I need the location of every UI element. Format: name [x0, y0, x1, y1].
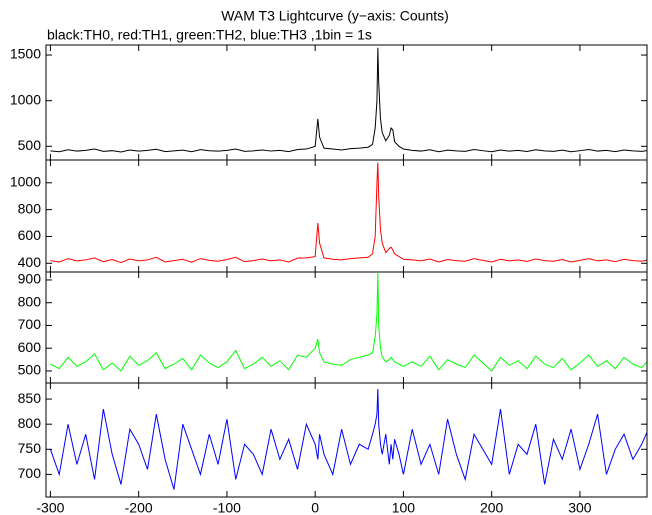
y-tick-label: 1000 [10, 91, 41, 107]
y-tick-label: 850 [18, 390, 42, 406]
panel-frame [45, 44, 648, 161]
y-tick-label: 900 [18, 271, 42, 287]
x-tick-label: 100 [392, 500, 416, 515]
y-tick-label: 600 [18, 339, 42, 355]
line-series [49, 389, 647, 490]
panel-frame [45, 382, 648, 498]
line-series [50, 273, 647, 372]
y-tick-label: 600 [18, 227, 42, 243]
y-tick-label: 800 [18, 293, 42, 309]
y-tick-label: 750 [18, 440, 42, 456]
panel-frame [45, 271, 648, 384]
y-tick-label: 800 [18, 415, 42, 431]
x-tick-label: 0 [311, 500, 319, 515]
line-series [50, 162, 647, 264]
y-tick-label: 700 [18, 316, 42, 332]
line-series [50, 47, 647, 153]
y-tick-label: 700 [18, 465, 42, 481]
chart-subtitle: black:TH0, red:TH1, green:TH2, blue:TH3 … [47, 27, 372, 43]
chart-title: WAM T3 Lightcurve (y−axis: Counts) [221, 8, 449, 24]
y-tick-label: 500 [18, 362, 42, 378]
x-tick-label: 200 [480, 500, 504, 515]
y-tick-label: 800 [18, 200, 42, 216]
y-tick-label: 500 [18, 137, 42, 153]
x-tick-label: 300 [568, 500, 592, 515]
y-tick-label: 1500 [10, 46, 41, 62]
x-tick-label: -300 [36, 500, 64, 515]
x-tick-label: -100 [213, 500, 241, 515]
y-tick-label: 400 [18, 254, 42, 270]
y-tick-label: 1000 [10, 174, 41, 190]
x-tick-label: -200 [125, 500, 153, 515]
panel-frame [45, 159, 648, 273]
